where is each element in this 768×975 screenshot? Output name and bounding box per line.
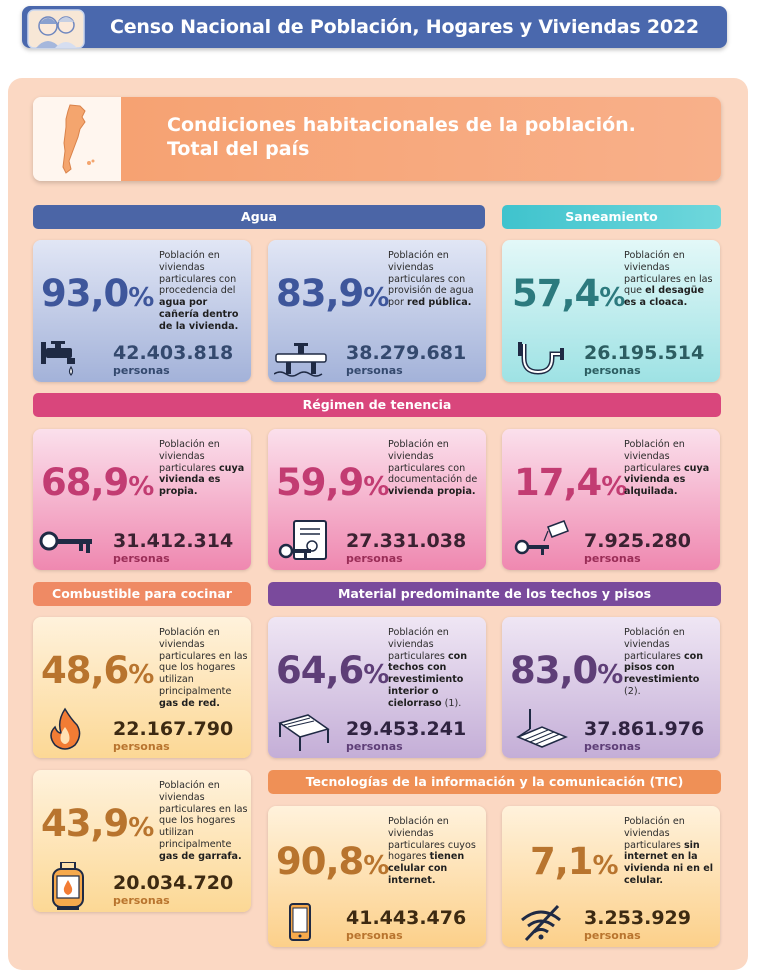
flame-icon bbox=[50, 707, 81, 750]
card-gas-red: 48,6% Población en viviendas particulare… bbox=[33, 617, 251, 758]
percentage: 59,9% bbox=[276, 461, 390, 504]
count: 31.412.314 bbox=[113, 530, 234, 552]
faucet-icon bbox=[41, 341, 75, 376]
description: Población en viviendas particulares sin … bbox=[624, 816, 714, 886]
top-banner: Censo Nacional de Población, Hogares y V… bbox=[22, 6, 727, 49]
key-tag-icon bbox=[514, 520, 569, 555]
percentage: 83,9% bbox=[276, 272, 390, 315]
card-pisos: 83,0% Población en viviendas particulare… bbox=[502, 617, 720, 758]
description: Población en viviendas particulares cuyo… bbox=[388, 816, 476, 886]
count-unit: personas bbox=[584, 740, 641, 753]
no-wifi-icon bbox=[521, 904, 561, 942]
main-title-line-1: Condiciones habitacionales de la poblaci… bbox=[167, 114, 636, 136]
percentage: 17,4% bbox=[514, 461, 628, 504]
description: Población en viviendas particulares con … bbox=[159, 250, 239, 332]
smartphone-icon bbox=[289, 903, 311, 941]
description: Población en viviendas particulares en l… bbox=[159, 627, 248, 709]
percentage: 90,8% bbox=[276, 840, 390, 883]
count-unit: personas bbox=[113, 552, 170, 565]
section-header-card: Condiciones habitacionales de la poblaci… bbox=[33, 97, 721, 181]
card-documentacion: 59,9% Población en viviendas particulare… bbox=[268, 429, 486, 570]
description: Población en viviendas particulares en l… bbox=[624, 250, 713, 309]
count-unit: personas bbox=[346, 740, 403, 753]
section-combustible: Combustible para cocinar bbox=[33, 582, 251, 606]
description: Población en viviendas particulares con … bbox=[388, 439, 478, 498]
description: Población en viviendas particulares cuya… bbox=[159, 439, 245, 498]
pipe-icon bbox=[518, 342, 564, 375]
percentage: 83,0% bbox=[510, 649, 624, 692]
description: Población en viviendas particulares con … bbox=[388, 627, 468, 709]
page-title: Censo Nacional de Población, Hogares y V… bbox=[110, 16, 699, 38]
percentage: 57,4% bbox=[512, 272, 626, 315]
key-document-icon bbox=[278, 520, 327, 560]
count: 27.331.038 bbox=[346, 530, 467, 552]
card-celular: 90,8% Población en viviendas particulare… bbox=[268, 806, 486, 947]
count-unit: personas bbox=[584, 364, 641, 377]
gas-cylinder-icon bbox=[52, 862, 84, 910]
card-agua-red: 83,9% Población en viviendas particulare… bbox=[268, 240, 486, 382]
section-tenencia: Régimen de tenencia bbox=[33, 393, 721, 417]
count: 20.034.720 bbox=[113, 872, 234, 894]
main-title-line-2: Total del país bbox=[167, 138, 310, 160]
count: 38.279.681 bbox=[346, 342, 467, 364]
description: Población en viviendas particulares en l… bbox=[159, 780, 248, 862]
percentage: 43,9% bbox=[41, 802, 155, 845]
count-unit: personas bbox=[346, 929, 403, 942]
card-garrafa: 43,9% Población en viviendas particulare… bbox=[33, 770, 251, 912]
count: 22.167.790 bbox=[113, 718, 234, 740]
key-icon bbox=[39, 531, 92, 553]
percentage: 93,0% bbox=[41, 272, 155, 315]
argentina-map-box bbox=[33, 97, 121, 181]
count-unit: personas bbox=[113, 894, 170, 907]
percentage: 48,6% bbox=[41, 649, 155, 692]
card-sin-internet: 7,1% Población en viviendas particulares… bbox=[502, 806, 720, 947]
floor-icon bbox=[516, 709, 568, 748]
percentage: 68,9% bbox=[41, 461, 155, 504]
description: Población en viviendas particulares con … bbox=[624, 627, 704, 697]
count-unit: personas bbox=[346, 552, 403, 565]
censo-logo-icon bbox=[27, 9, 85, 49]
card-techos: 64,6% Población en viviendas particulare… bbox=[268, 617, 486, 758]
count: 3.253.929 bbox=[584, 907, 691, 929]
card-cloaca: 57,4% Población en viviendas particulare… bbox=[502, 240, 720, 382]
count-unit: personas bbox=[346, 364, 403, 377]
section-tic: Tecnologías de la información y la comun… bbox=[268, 770, 721, 794]
count: 42.403.818 bbox=[113, 342, 234, 364]
water-network-icon bbox=[274, 343, 327, 377]
percentage: 64,6% bbox=[276, 649, 390, 692]
roof-icon bbox=[278, 714, 330, 751]
card-alquilada: 17,4% Población en viviendas particulare… bbox=[502, 429, 720, 570]
count: 37.861.976 bbox=[584, 718, 705, 740]
section-saneamiento: Saneamiento bbox=[502, 205, 721, 229]
count: 41.443.476 bbox=[346, 907, 467, 929]
count: 26.195.514 bbox=[584, 342, 705, 364]
count: 29.453.241 bbox=[346, 718, 467, 740]
section-material: Material predominante de los techos y pi… bbox=[268, 582, 721, 606]
count-unit: personas bbox=[584, 929, 641, 942]
card-agua-caneria: 93,0% Población en viviendas particulare… bbox=[33, 240, 251, 382]
description: Población en viviendas particulares con … bbox=[388, 250, 474, 309]
count: 7.925.280 bbox=[584, 530, 691, 552]
count-unit: personas bbox=[113, 740, 170, 753]
description: Población en viviendas particulares cuya… bbox=[624, 439, 710, 498]
card-propia: 68,9% Población en viviendas particulare… bbox=[33, 429, 251, 570]
count-unit: personas bbox=[113, 364, 170, 377]
section-agua: Agua bbox=[33, 205, 485, 229]
percentage: 7,1% bbox=[530, 840, 619, 883]
argentina-map-icon bbox=[62, 104, 95, 174]
count-unit: personas bbox=[584, 552, 641, 565]
